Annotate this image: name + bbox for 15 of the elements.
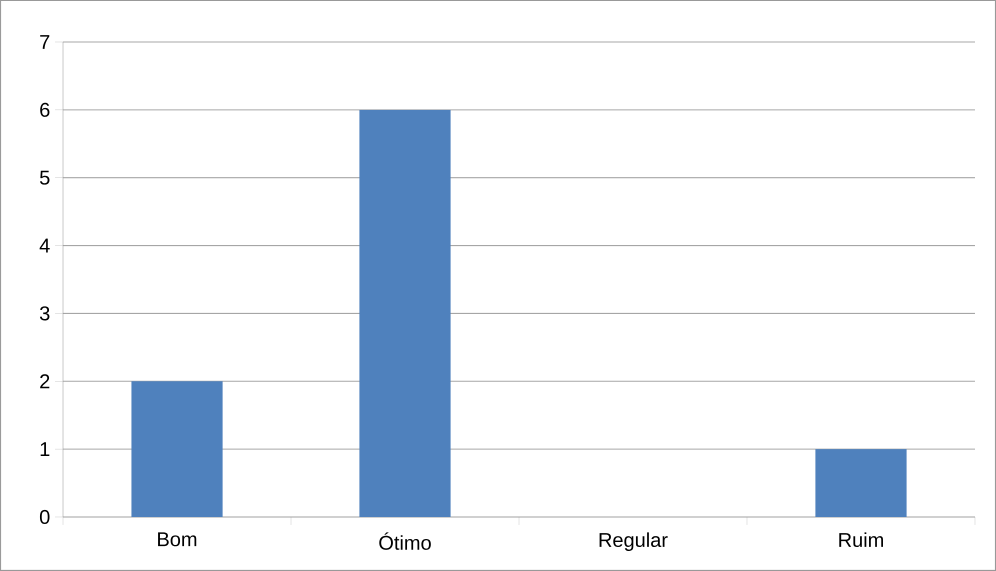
y-tick-label: 1 [40, 442, 50, 456]
bar [815, 449, 907, 517]
y-tick-label: 0 [40, 510, 50, 524]
y-tick-label: 4 [40, 238, 50, 252]
bar [359, 110, 451, 517]
y-tick-label: 5 [40, 170, 50, 185]
x-tick-label: Ruim [839, 532, 883, 548]
x-tick-label: Ótimo [379, 532, 431, 550]
y-tick-label: 3 [40, 306, 50, 320]
bar [131, 381, 223, 517]
y-tick-label: 6 [40, 102, 50, 117]
y-tick-label: 2 [40, 374, 50, 388]
x-tick-label: Regular [600, 532, 668, 551]
y-tick-label: 7 [40, 35, 50, 49]
x-tick-label: Bom [158, 532, 196, 546]
